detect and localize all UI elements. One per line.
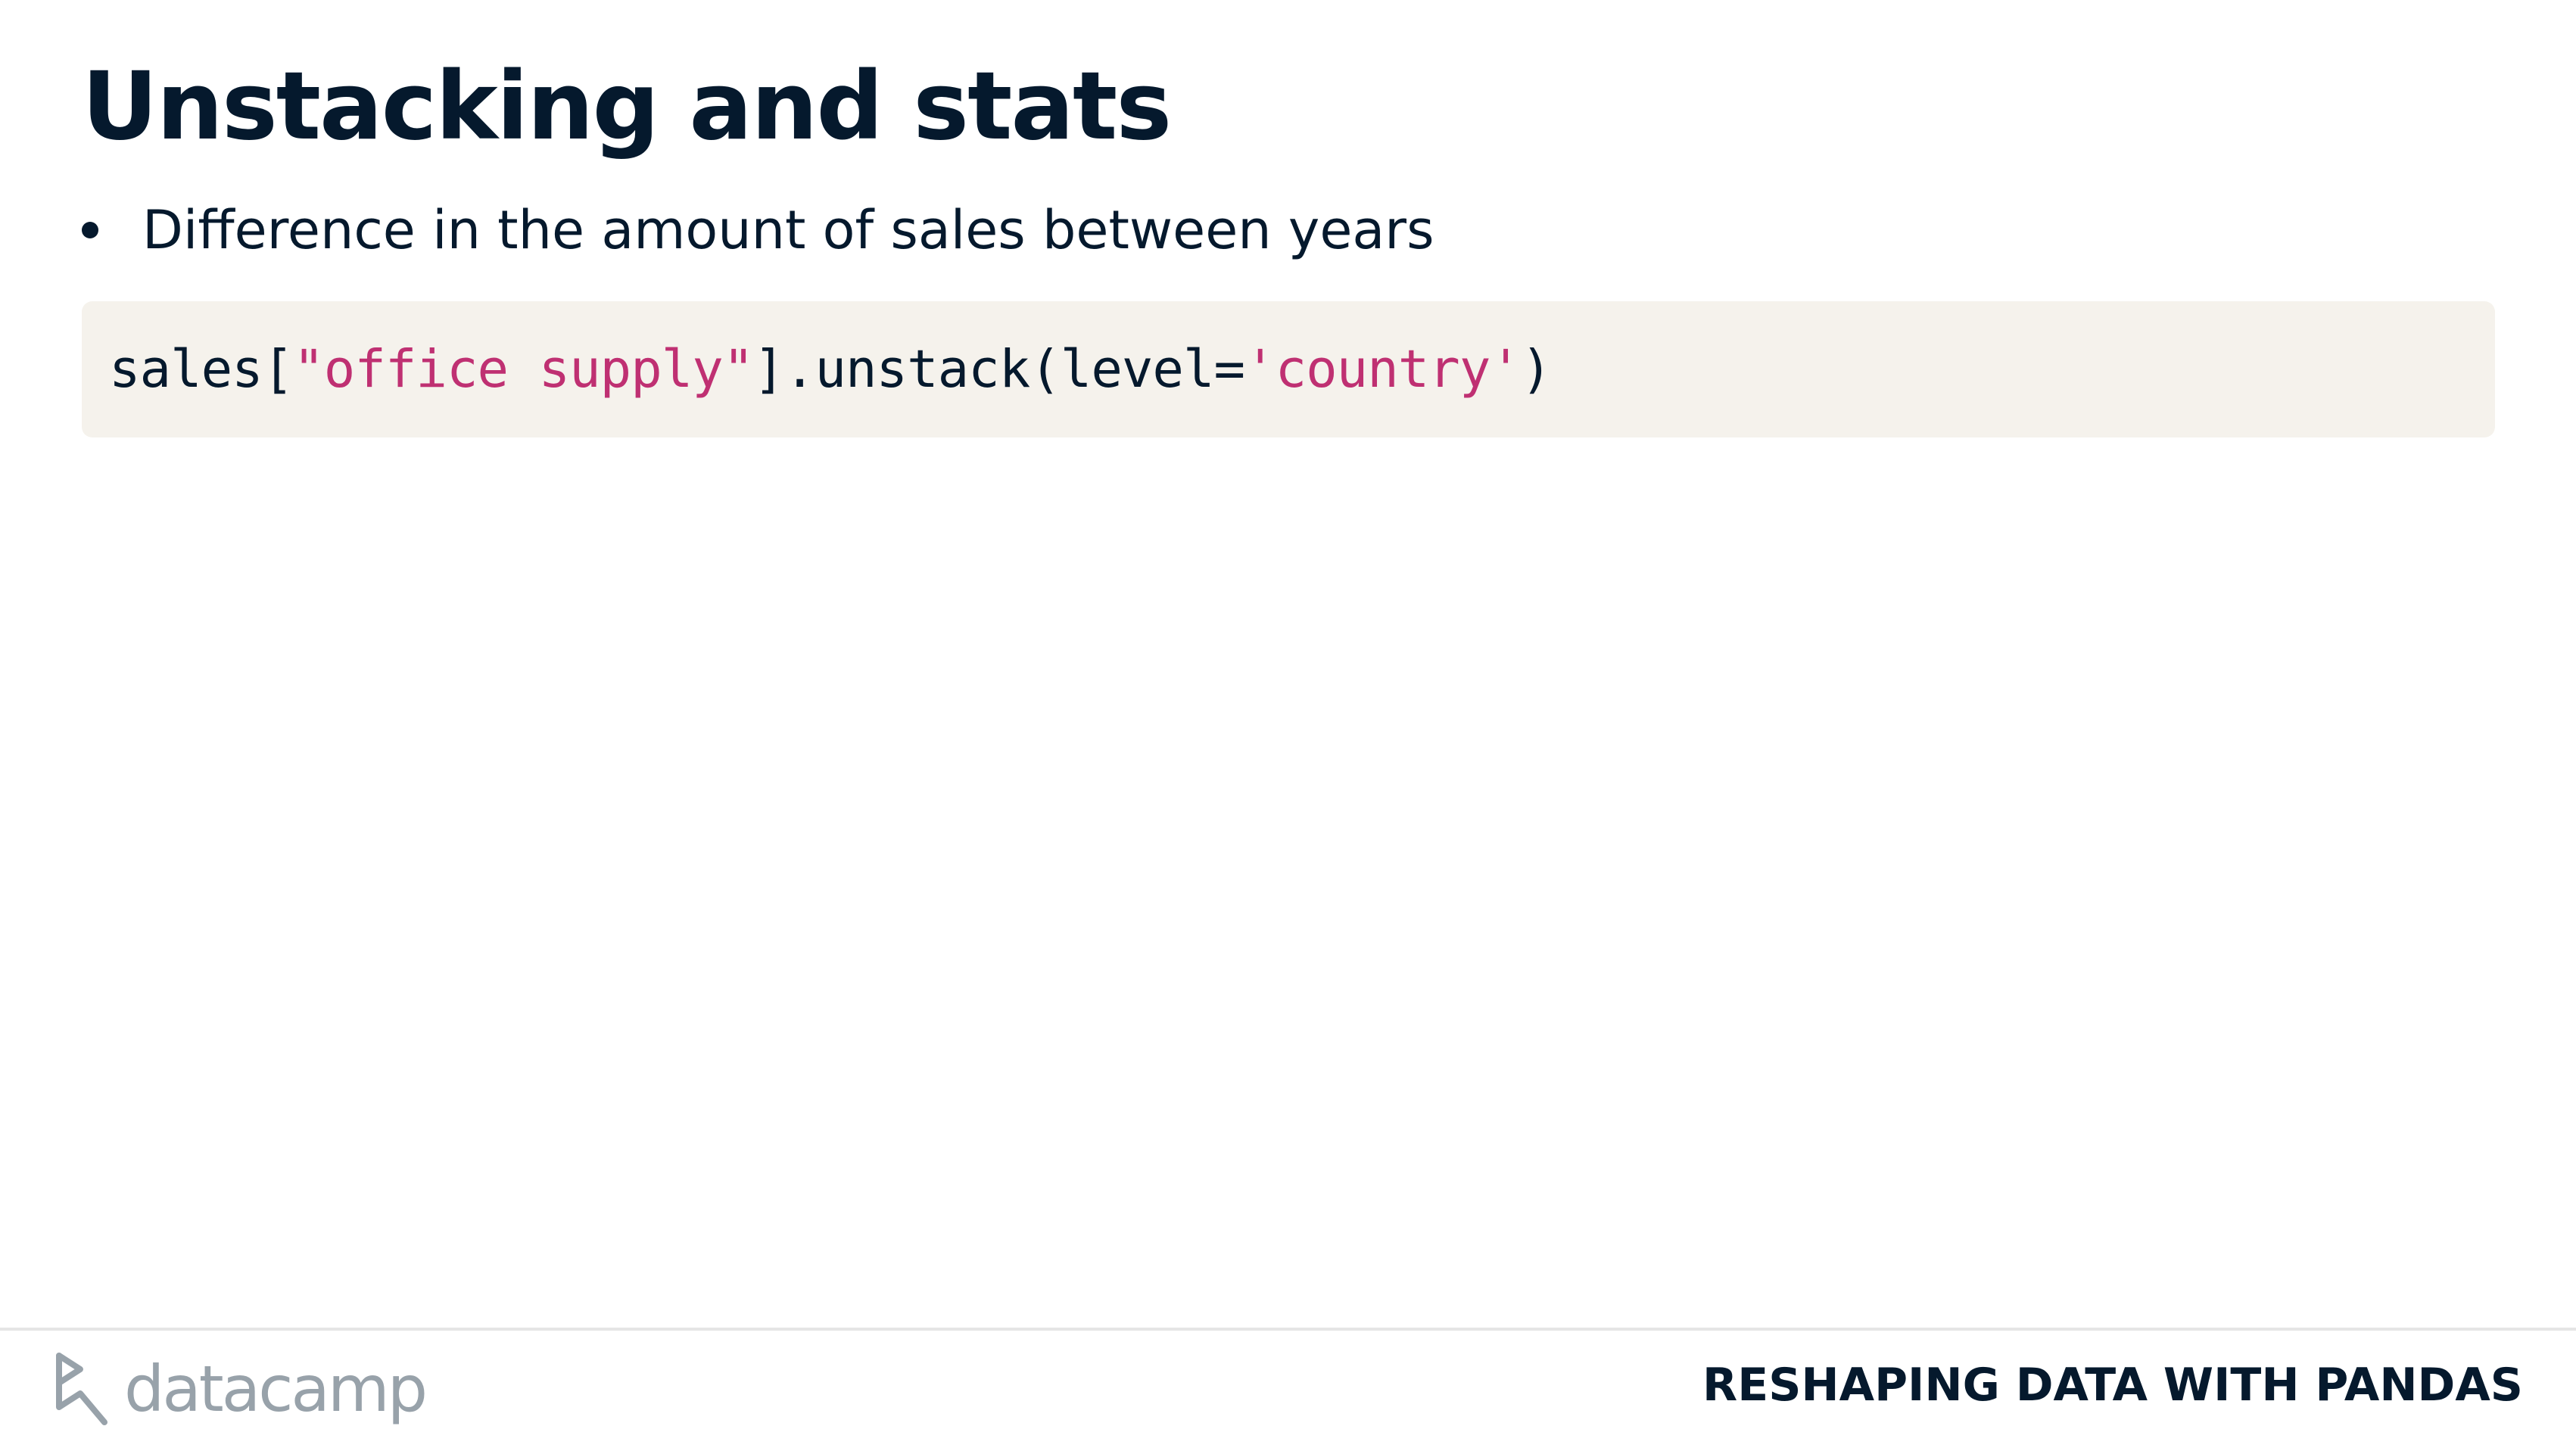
bullet-text: Difference in the amount of sales betwee…: [142, 199, 1434, 261]
logo-text: datacamp: [124, 1352, 428, 1426]
code-block: sales["office supply"].unstack(level='co…: [82, 301, 2495, 437]
course-name: RESHAPING DATA WITH PANDAS: [1702, 1359, 2523, 1412]
bullet-list: Difference in the amount of sales betwee…: [82, 198, 1434, 262]
code-token-string: "office supply": [293, 339, 754, 400]
footer-divider: [0, 1328, 2576, 1331]
slide-title: Unstacking and stats: [82, 52, 1172, 161]
code-token-plain: ): [1520, 339, 1553, 400]
datacamp-logo: datacamp: [53, 1347, 428, 1431]
code-line: sales["office supply"].unstack(level='co…: [109, 339, 1553, 400]
bullet-item: Difference in the amount of sales betwee…: [82, 198, 1434, 262]
datacamp-logo-icon: [56, 1353, 107, 1425]
bullet-dot-icon: [82, 222, 98, 238]
code-token-string: 'country': [1244, 339, 1522, 400]
code-token-plain: ].unstack(level=: [753, 339, 1245, 400]
code-token-plain: sales[: [109, 339, 294, 400]
